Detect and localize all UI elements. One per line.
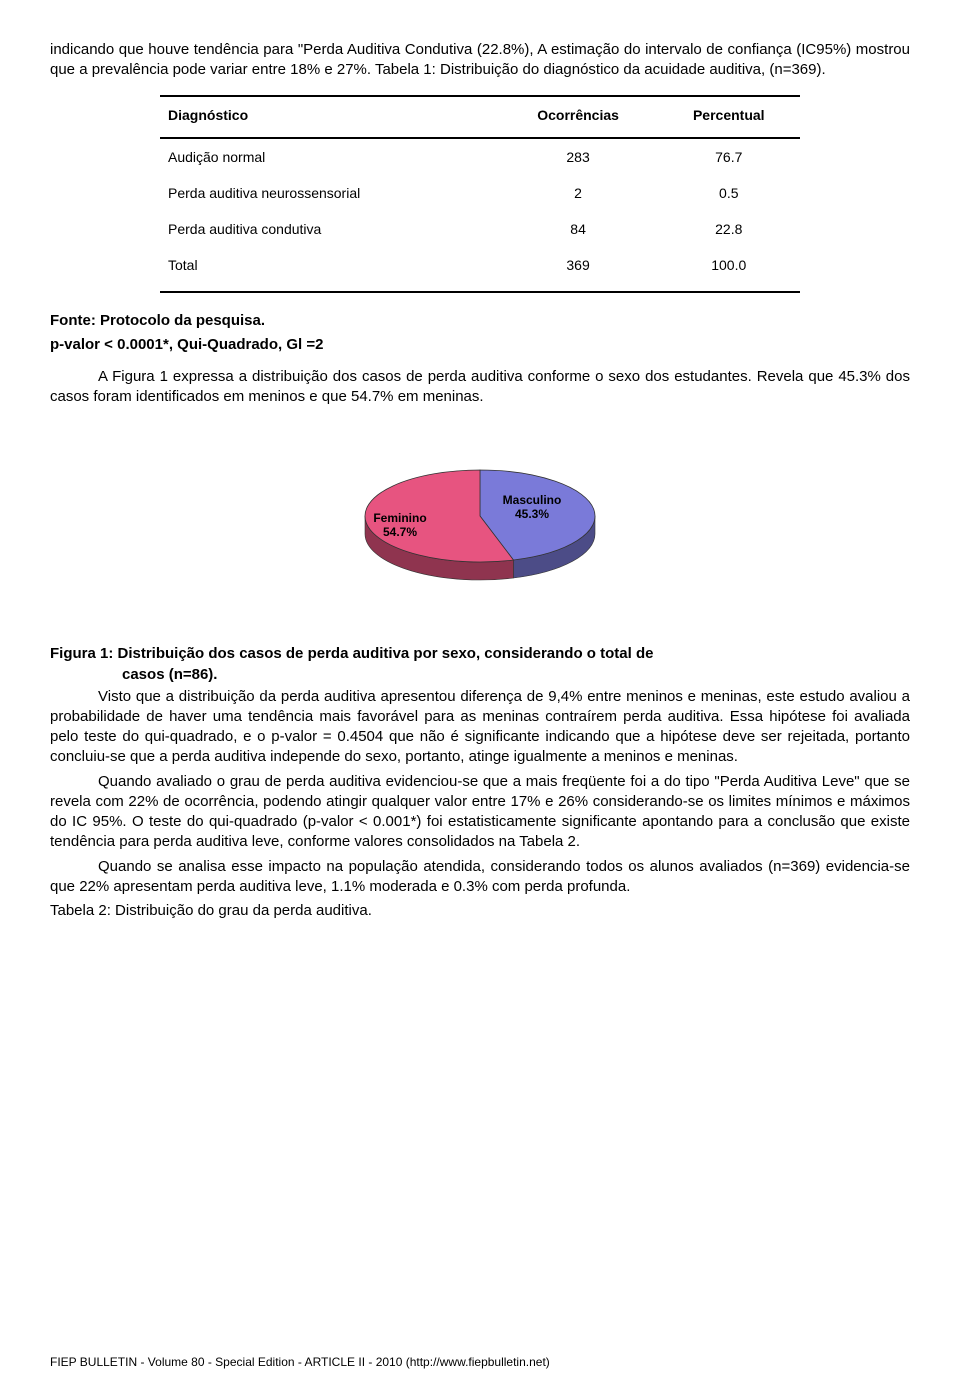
table-row: Total 369 100.0 — [160, 247, 800, 292]
table1-pvalue: p-valor < 0.0001*, Qui-Quadrado, Gl =2 — [50, 335, 910, 355]
table-cell: Total — [160, 247, 499, 292]
table-cell: 84 — [499, 211, 658, 247]
table-cell: 2 — [499, 175, 658, 211]
body-p4: Tabela 2: Distribuição do grau da perda … — [50, 901, 910, 921]
table-cell: 283 — [499, 138, 658, 175]
table-cell: Perda auditiva condutiva — [160, 211, 499, 247]
table1-col-pct: Percentual — [658, 96, 800, 138]
table1-wrap: Diagnóstico Ocorrências Percentual Audiç… — [160, 95, 800, 293]
intro-paragraph: indicando que houve tendência para "Perd… — [50, 40, 910, 81]
body-p2: Quando avaliado o grau de perda auditiva… — [50, 772, 910, 853]
pie-chart: Masculino45.3%Feminino54.7% — [270, 436, 690, 616]
page-footer: FIEP BULLETIN - Volume 80 - Special Edit… — [50, 1355, 550, 1369]
table1-source: Fonte: Protocolo da pesquisa. — [50, 311, 910, 331]
table-row: Audição normal 283 76.7 — [160, 138, 800, 175]
table-cell: 0.5 — [658, 175, 800, 211]
table-row: Perda auditiva neurossensorial 2 0.5 — [160, 175, 800, 211]
figure1-caption-line1: Figura 1: Distribuição dos casos de perd… — [50, 644, 910, 664]
figure1-caption-line2: casos (n=86). — [50, 665, 910, 685]
table-cell: 369 — [499, 247, 658, 292]
table-cell: 76.7 — [658, 138, 800, 175]
table1-col-diag: Diagnóstico — [160, 96, 499, 138]
body-p3: Quando se analisa esse impacto na popula… — [50, 857, 910, 898]
table-cell: 100.0 — [658, 247, 800, 292]
table1-col-occ: Ocorrências — [499, 96, 658, 138]
body-p1: Visto que a distribuição da perda auditi… — [50, 687, 910, 768]
mid-paragraph: A Figura 1 expressa a distribuição dos c… — [50, 367, 910, 408]
table-cell: 22.8 — [658, 211, 800, 247]
pie-chart-wrap: Masculino45.3%Feminino54.7% — [50, 436, 910, 616]
table1: Diagnóstico Ocorrências Percentual Audiç… — [160, 95, 800, 293]
table-cell: Perda auditiva neurossensorial — [160, 175, 499, 211]
table-row: Perda auditiva condutiva 84 22.8 — [160, 211, 800, 247]
table-cell: Audição normal — [160, 138, 499, 175]
